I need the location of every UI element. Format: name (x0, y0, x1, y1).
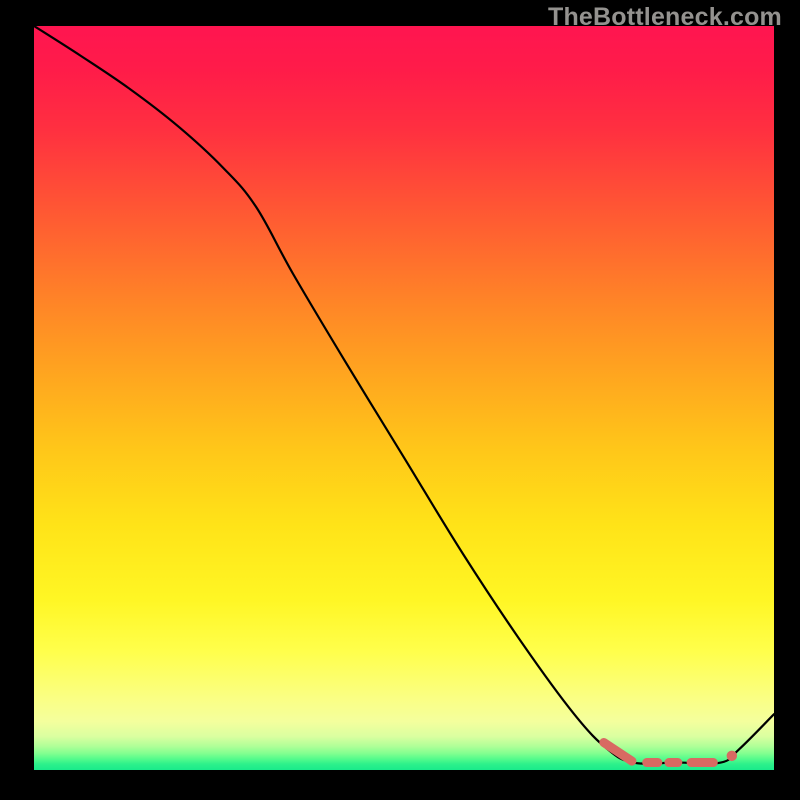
plot-area (34, 26, 774, 770)
watermark-label: TheBottleneck.com (548, 3, 782, 32)
overlay-dot (727, 751, 737, 761)
plot-svg (34, 26, 774, 770)
bottleneck-curve (34, 26, 774, 764)
chart-canvas: TheBottleneck.com (0, 0, 800, 800)
